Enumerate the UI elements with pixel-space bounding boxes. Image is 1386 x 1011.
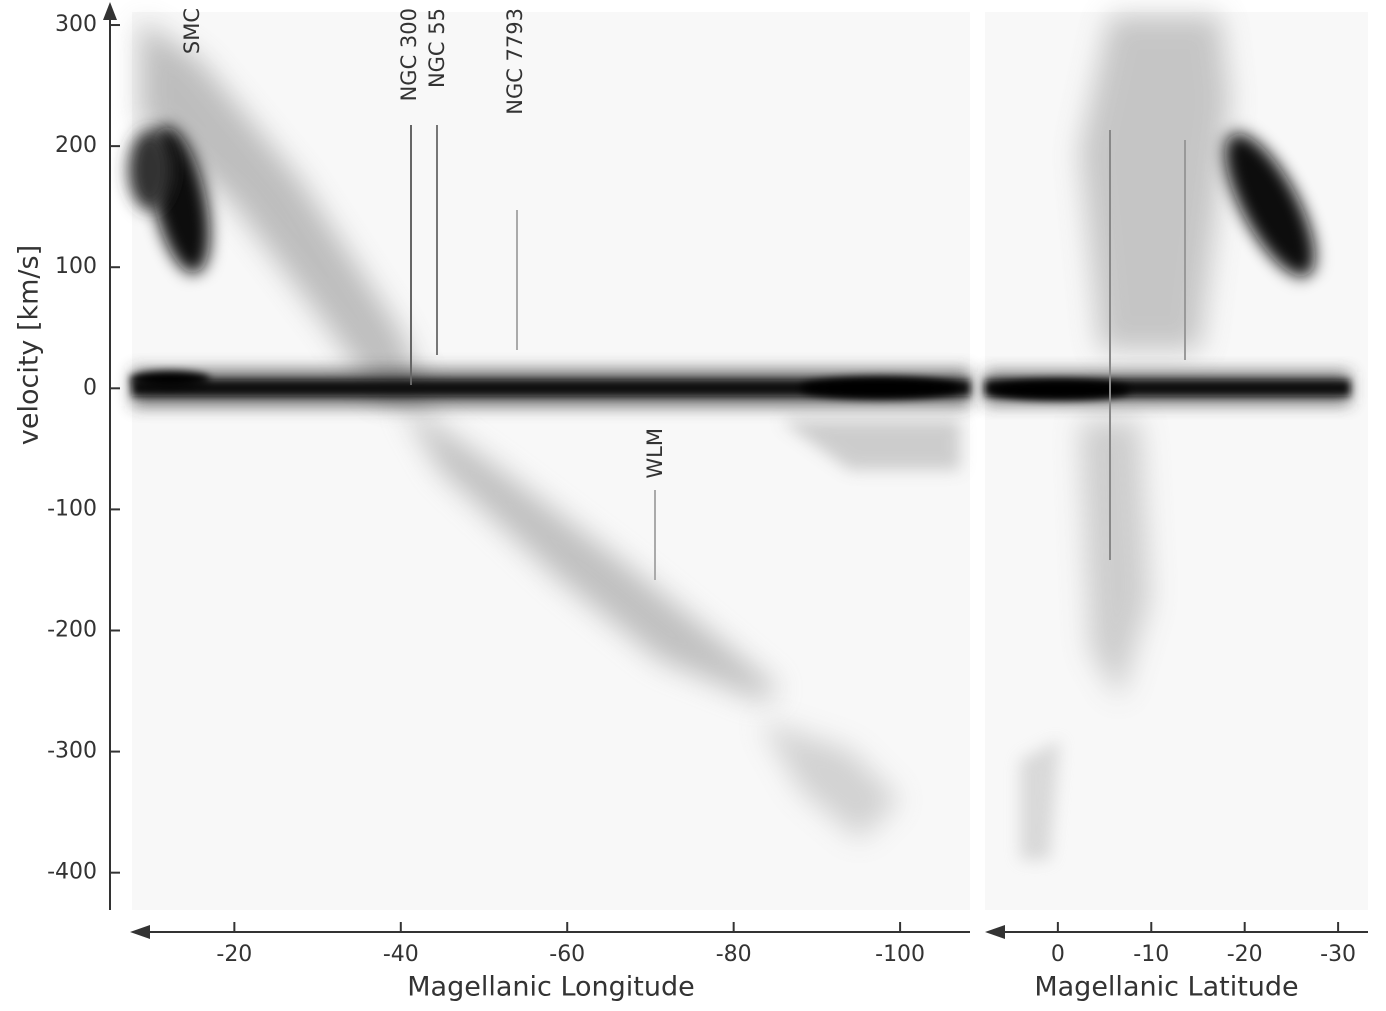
y-tick-label: 100 (55, 254, 97, 279)
x-tick-label: -40 (383, 942, 419, 967)
y-tick-label: 200 (55, 133, 97, 158)
annotation: WLM (643, 428, 667, 479)
x-tick-label: -60 (549, 942, 585, 967)
y-tick-label: -100 (47, 496, 97, 521)
y-tick-label: -400 (47, 860, 97, 885)
x-arrow-left (130, 925, 150, 939)
x-tick-label: -30 (1320, 942, 1356, 967)
x-tick-label: -80 (716, 942, 752, 967)
annotation: NGC 300 (397, 8, 421, 101)
y-tick-label: 0 (83, 375, 97, 400)
annotation: NGC 55 (425, 8, 449, 88)
y-arrow (103, 2, 117, 20)
x-tick-label: -20 (216, 942, 252, 967)
annotation: SMC (180, 8, 204, 54)
x-tick-label: -100 (875, 942, 925, 967)
x-tick-label: -20 (1227, 942, 1263, 967)
x-axis-label: Magellanic Latitude (1034, 972, 1298, 1003)
annotation: NGC 7793 (503, 8, 527, 115)
y-axis-label: velocity [km/s] (14, 245, 45, 445)
x-tick-label: 0 (1051, 942, 1065, 967)
emission (128, 15, 1350, 860)
y-tick-label: 300 (55, 12, 97, 37)
x-tick-label: -10 (1133, 942, 1169, 967)
y-tick-label: -200 (47, 617, 97, 642)
x-arrow-right (985, 925, 1005, 939)
y-tick-label: -300 (47, 739, 97, 764)
x-axis-label: Magellanic Longitude (407, 972, 694, 1003)
